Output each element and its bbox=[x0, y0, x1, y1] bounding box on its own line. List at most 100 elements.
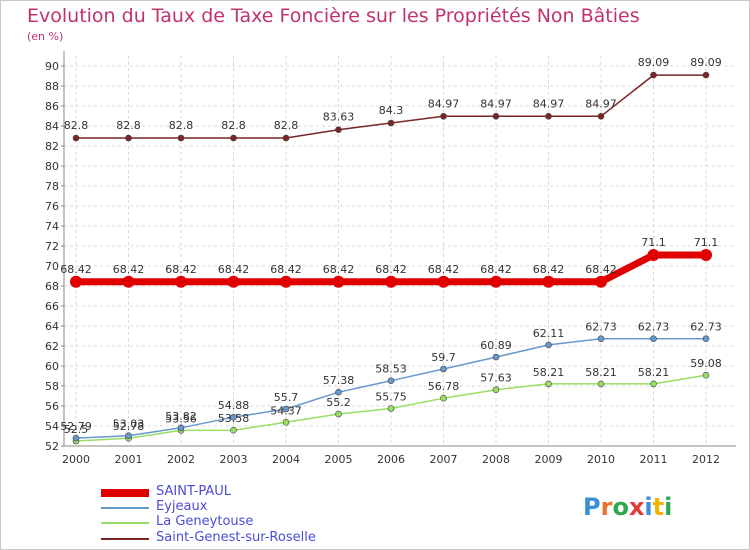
data-label-saint-genest-sur-roselle-2005: 83.63 bbox=[323, 111, 355, 124]
point-saint-paul-2011 bbox=[647, 249, 660, 261]
data-label-saint-paul-2011: 71.1 bbox=[641, 236, 666, 249]
legend-item-saint-genest[interactable]: Saint-Genest-sur-Roselle bbox=[101, 530, 361, 547]
data-label-la-geneytouse-2010: 58.21 bbox=[585, 366, 617, 379]
point-saint-genest-sur-roselle-2012 bbox=[702, 71, 710, 79]
x-tick-label-2001: 2001 bbox=[115, 453, 143, 466]
data-label-eyjeaux-2000: 52.79 bbox=[60, 420, 92, 433]
data-label-saint-paul-2000: 68.42 bbox=[60, 263, 92, 276]
data-label-saint-genest-sur-roselle-2007: 84.97 bbox=[428, 97, 460, 110]
point-saint-paul-2012 bbox=[700, 249, 712, 261]
data-label-eyjeaux-2006: 58.53 bbox=[375, 363, 407, 376]
x-tick-label-2004: 2004 bbox=[272, 453, 300, 466]
data-label-eyjeaux-2010: 62.73 bbox=[585, 321, 617, 334]
point-saint-paul-2007 bbox=[437, 275, 450, 288]
data-label-saint-paul-2004: 68.42 bbox=[270, 263, 302, 276]
legend-label-eyjeaux: Eyjeaux bbox=[156, 499, 208, 514]
point-saint-paul-2006 bbox=[385, 275, 397, 288]
point-eyjeaux-2001 bbox=[125, 432, 132, 440]
data-label-la-geneytouse-2004: 54.37 bbox=[270, 404, 302, 417]
data-label-eyjeaux-2011: 62.73 bbox=[638, 321, 670, 334]
legend-item-la-geneytouse[interactable]: La Geneytouse bbox=[101, 514, 361, 531]
point-saint-paul-2005 bbox=[332, 275, 345, 288]
x-tick-label-2007: 2007 bbox=[430, 453, 458, 466]
y-tick-label-58: 58 bbox=[45, 380, 59, 393]
point-saint-genest-sur-roselle-2004 bbox=[282, 134, 290, 142]
data-label-saint-paul-2003: 68.42 bbox=[218, 263, 250, 276]
y-tick-label-82: 82 bbox=[45, 140, 59, 153]
x-tick-label-2010: 2010 bbox=[587, 453, 615, 466]
x-tick-label-2005: 2005 bbox=[325, 453, 353, 466]
legend-item-eyjeaux[interactable]: Eyjeaux bbox=[101, 499, 361, 516]
y-tick-label-84: 84 bbox=[45, 120, 59, 133]
point-eyjeaux-2005 bbox=[335, 388, 342, 396]
y-tick-label-56: 56 bbox=[45, 400, 59, 413]
point-la-geneytouse-2012 bbox=[702, 371, 710, 379]
data-label-saint-genest-sur-roselle-2008: 84.97 bbox=[480, 97, 512, 110]
data-label-saint-genest-sur-roselle-2000: 82.8 bbox=[64, 119, 89, 132]
legend-swatch-eyjeaux bbox=[101, 507, 149, 509]
y-tick-label-86: 86 bbox=[45, 100, 59, 113]
legend-label-saint-genest: Saint-Genest-sur-Roselle bbox=[156, 530, 316, 545]
y-tick-label-62: 62 bbox=[45, 340, 59, 353]
data-label-saint-paul-2001: 68.42 bbox=[113, 263, 145, 276]
point-eyjeaux-2007 bbox=[440, 365, 447, 373]
data-label-la-geneytouse-2012: 59.08 bbox=[690, 357, 722, 370]
data-label-saint-paul-2012: 71.1 bbox=[694, 236, 719, 249]
data-label-saint-paul-2010: 68.42 bbox=[585, 263, 617, 276]
data-label-la-geneytouse-2000: 52.5 bbox=[64, 423, 89, 436]
y-tick-label-88: 88 bbox=[45, 80, 59, 93]
point-saint-genest-sur-roselle-2006 bbox=[387, 119, 395, 127]
data-label-saint-genest-sur-roselle-2004: 82.8 bbox=[274, 119, 299, 132]
point-eyjeaux-2012 bbox=[702, 335, 710, 343]
point-saint-genest-sur-roselle-2005 bbox=[335, 126, 342, 133]
data-label-saint-paul-2005: 68.42 bbox=[323, 263, 355, 276]
point-saint-genest-sur-roselle-2007 bbox=[440, 113, 447, 120]
x-tick-label-2011: 2011 bbox=[640, 453, 668, 466]
point-eyjeaux-2003 bbox=[230, 413, 237, 421]
data-label-la-geneytouse-2009: 58.21 bbox=[533, 366, 565, 379]
point-eyjeaux-2000 bbox=[72, 434, 80, 442]
legend-label-la-geneytouse: La Geneytouse bbox=[156, 514, 254, 529]
data-label-saint-genest-sur-roselle-2001: 82.8 bbox=[116, 119, 141, 132]
data-label-saint-paul-2009: 68.42 bbox=[533, 263, 565, 276]
legend-label-saint-paul: SAINT-PAUL bbox=[156, 484, 232, 499]
point-la-geneytouse-2008 bbox=[492, 386, 500, 394]
point-la-geneytouse-2003 bbox=[230, 426, 237, 434]
data-label-la-geneytouse-2001: 52.78 bbox=[113, 420, 145, 433]
point-la-geneytouse-2007 bbox=[440, 394, 447, 402]
y-tick-label-80: 80 bbox=[45, 160, 59, 173]
data-label-saint-genest-sur-roselle-2011: 89.09 bbox=[638, 56, 670, 69]
point-saint-genest-sur-roselle-2002 bbox=[177, 134, 185, 142]
data-label-saint-genest-sur-roselle-2003: 82.8 bbox=[221, 119, 246, 132]
point-saint-genest-sur-roselle-2011 bbox=[650, 71, 657, 79]
point-saint-genest-sur-roselle-2009 bbox=[545, 113, 552, 120]
data-label-eyjeaux-2012: 62.73 bbox=[690, 321, 722, 334]
chart-unit-label: (en %) bbox=[27, 30, 64, 43]
legend-swatch-la-geneytouse bbox=[101, 522, 149, 524]
data-label-eyjeaux-2007: 59.7 bbox=[431, 351, 456, 364]
proxiti-logo: Proxiti bbox=[583, 493, 673, 521]
data-label-saint-paul-2007: 68.42 bbox=[428, 263, 460, 276]
data-label-eyjeaux-2004: 55.7 bbox=[274, 391, 299, 404]
point-saint-paul-2010 bbox=[595, 275, 607, 288]
x-tick-label-2003: 2003 bbox=[220, 453, 248, 466]
point-eyjeaux-2002 bbox=[177, 424, 185, 432]
y-tick-label-70: 70 bbox=[45, 260, 59, 273]
y-tick-label-54: 54 bbox=[45, 420, 59, 433]
data-label-saint-paul-2002: 68.42 bbox=[165, 263, 197, 276]
x-tick-label-2009: 2009 bbox=[535, 453, 563, 466]
data-label-la-geneytouse-2005: 55.2 bbox=[326, 396, 351, 409]
point-la-geneytouse-2011 bbox=[650, 380, 657, 388]
point-eyjeaux-2008 bbox=[492, 353, 500, 361]
point-la-geneytouse-2009 bbox=[545, 380, 552, 388]
point-la-geneytouse-2004 bbox=[282, 418, 290, 426]
chart-title: Evolution du Taux de Taxe Foncière sur l… bbox=[27, 5, 640, 27]
point-saint-genest-sur-roselle-2003 bbox=[230, 134, 237, 142]
y-tick-label-74: 74 bbox=[45, 220, 59, 233]
data-label-eyjeaux-2009: 62.11 bbox=[533, 327, 565, 340]
point-saint-paul-2002 bbox=[175, 275, 187, 288]
point-eyjeaux-2010 bbox=[597, 335, 605, 343]
legend-item-saint-paul[interactable]: SAINT-PAUL bbox=[101, 484, 361, 501]
